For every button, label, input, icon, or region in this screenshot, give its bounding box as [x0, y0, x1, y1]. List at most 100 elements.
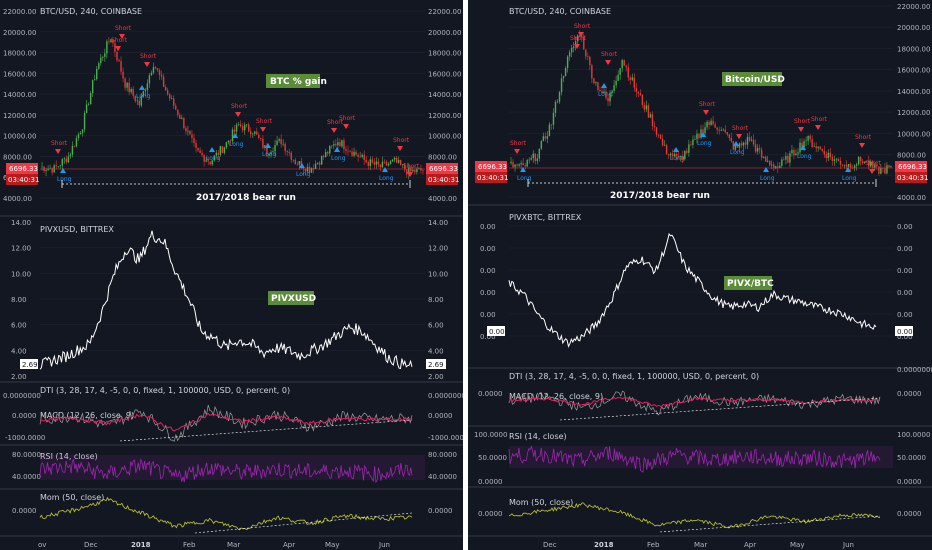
candle-body [274, 144, 276, 152]
axis-tick-label: 10000.00 [428, 133, 461, 141]
panel-divider [463, 0, 468, 550]
axis-tick-label: 0.00 [480, 245, 496, 253]
candle-body [215, 152, 217, 156]
right-chart-panel[interactable]: BTC/USD, 240, COINBASE 22000.00 20000.00 1… [468, 0, 932, 550]
right-mom-tick-right: 0.0000 [897, 510, 922, 518]
candle-body [696, 133, 698, 140]
candle-body [688, 144, 690, 153]
long-signal: Long [229, 133, 244, 148]
candle-body [79, 132, 82, 135]
short-signal-label: Short [339, 115, 356, 122]
x-axis-label: Feb [183, 541, 196, 549]
candle-body [327, 151, 329, 154]
long-signal-label: Long [670, 155, 685, 162]
short-signal: Short [601, 51, 618, 65]
left-alt-badge-text: 2.69 [22, 361, 38, 369]
candle-body [406, 169, 408, 175]
candle-body [560, 78, 563, 93]
candle-body [544, 136, 547, 139]
candle-body [258, 134, 260, 138]
candle-body [623, 60, 625, 66]
long-signal: Long [517, 167, 532, 182]
axis-tick-label: 0.00 [897, 267, 913, 275]
candle-body [534, 153, 536, 162]
candle-body [775, 166, 777, 169]
candle-body [728, 134, 731, 138]
left-chart-panel[interactable]: BTC/USD, 240, COINBASE 22000.00 20000.00 1… [0, 0, 468, 550]
left-rsi-title: RSI (14, close) [40, 452, 98, 461]
candle-body [585, 49, 587, 57]
axis-tick-label: 12.00 [428, 245, 448, 253]
candle-body [669, 153, 672, 156]
candle-body [671, 153, 674, 157]
candle-body [385, 161, 388, 166]
candle-body [203, 155, 205, 162]
axis-tick-label: 18000.00 [3, 50, 36, 58]
candle-body [276, 140, 278, 145]
candle-body [603, 91, 605, 94]
long-signal: Long [136, 85, 151, 100]
candle-body [94, 79, 96, 81]
candle-body [112, 39, 114, 44]
left-rsi-tick-right-1: 40.0000 [428, 473, 457, 481]
candle-body [857, 156, 860, 165]
candle-body [674, 153, 676, 157]
candle-body [162, 76, 165, 87]
candle-body [819, 146, 821, 149]
right-alt-title: PIVXBTC, BITTREX [509, 213, 582, 222]
candle-body [825, 154, 828, 159]
x-axis-label: Jun [842, 541, 854, 549]
candle-body [59, 165, 61, 167]
axis-tick-label: 12000.00 [428, 112, 461, 120]
candle-body [416, 168, 418, 173]
candle-body [758, 148, 761, 150]
candle-body [589, 56, 591, 66]
candle-body [252, 133, 254, 135]
candle-body [690, 144, 692, 145]
candle-body [866, 160, 868, 162]
candle-body [337, 142, 339, 146]
candle-body [389, 161, 392, 164]
left-pivxusd-line [39, 230, 413, 370]
axis-tick-label: 0.00 [480, 333, 496, 341]
candle-body [597, 82, 599, 90]
right-rsi-tick-right-1: 50.0000 [897, 454, 926, 462]
candle-body [154, 67, 157, 69]
candle-body [333, 144, 335, 146]
candle-body [270, 152, 272, 155]
axis-tick-label: 8.00 [428, 296, 444, 304]
candle-body [629, 77, 631, 80]
short-signal-label: Short [403, 163, 420, 170]
candle-body [144, 90, 147, 92]
candle-body [227, 140, 230, 143]
right-macd-trendline [559, 397, 881, 421]
candle-body [562, 76, 565, 79]
right-x-axis: Dec 2018 Feb Mar Apr May Jun [543, 541, 854, 549]
left-bear-run-range: 2017/2018 bear run [61, 180, 411, 203]
candle-body [791, 150, 793, 154]
candle-body [296, 164, 299, 165]
candle-body [363, 154, 365, 160]
candle-body [51, 168, 53, 173]
x-axis-label: May [325, 541, 339, 549]
candle-body [835, 158, 838, 160]
candle-body [318, 162, 321, 165]
long-signal-label: Long [296, 171, 311, 178]
candle-body [404, 164, 406, 170]
long-signal-label: Long [229, 141, 244, 148]
left-mom-tick: 0.0000 [12, 507, 37, 515]
candle-body [845, 164, 848, 167]
candle-body [331, 145, 333, 147]
axis-tick-label: 4000.00 [897, 194, 926, 202]
candle-body [684, 150, 686, 160]
candle-body [627, 67, 629, 78]
candle-body [724, 129, 726, 133]
candle-body [716, 127, 718, 130]
candle-body [341, 140, 343, 147]
candle-body [122, 71, 124, 79]
candle-body [831, 156, 834, 161]
candle-body [540, 140, 543, 149]
candle-body [714, 124, 716, 128]
long-signal: Long [379, 167, 394, 182]
left-mom-title: Mom (50, close) [40, 493, 104, 502]
